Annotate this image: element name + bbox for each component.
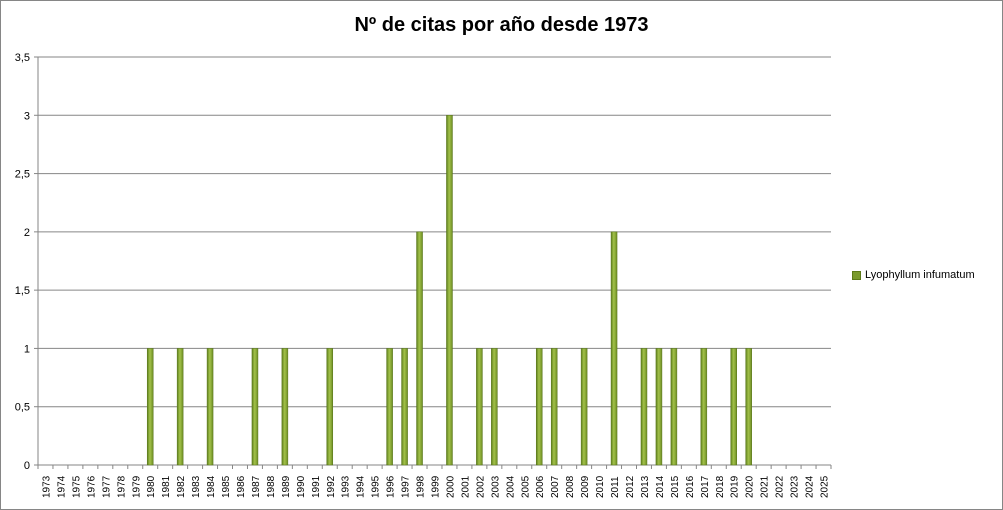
bar: [535, 348, 543, 466]
x-tick-label: 1986: [236, 475, 247, 498]
bar: [386, 348, 393, 466]
x-tick-label: 1981: [161, 475, 172, 498]
legend: Lyophyllum infumatum: [852, 269, 975, 281]
y-tick-label: 1,5: [15, 285, 30, 297]
bar: [610, 231, 618, 466]
x-tick-label: 2019: [730, 475, 741, 498]
x-tick-label: 2007: [550, 475, 561, 498]
x-tick-label: 1992: [326, 475, 337, 498]
x-tick-label: 1980: [146, 475, 157, 498]
x-tick-label: 1999: [431, 475, 442, 498]
bar: [491, 348, 498, 466]
x-tick-label: 2020: [745, 475, 756, 498]
y-tick-label: 3,5: [15, 52, 30, 64]
y-tick-label: 2,5: [15, 169, 30, 181]
x-tick-label: 2011: [610, 476, 621, 498]
x-tick-label: 2024: [805, 475, 816, 498]
bar: [176, 348, 184, 466]
legend-label: Lyophyllum infumatum: [865, 269, 975, 281]
bar: [401, 348, 408, 466]
y-tick-label: 2: [24, 227, 30, 239]
x-tick-label: 1973: [41, 475, 52, 498]
bar: [146, 348, 154, 466]
x-tick-label: 1989: [281, 475, 292, 498]
bar: [655, 348, 663, 466]
legend-swatch: [852, 270, 861, 280]
y-tick-label: 1: [24, 343, 30, 355]
x-tick-label: 1977: [101, 475, 112, 498]
x-tick-label: 1978: [116, 475, 127, 498]
x-tick-label: 1993: [341, 475, 352, 498]
x-tick-label: 1982: [176, 475, 187, 498]
bar: [640, 348, 648, 466]
x-tick-label: 2021: [760, 475, 771, 498]
x-tick-label: 1974: [56, 475, 67, 498]
bar: [670, 348, 678, 466]
x-tick-label: 1991: [311, 475, 322, 498]
x-tick-label: 1975: [71, 475, 82, 498]
x-tick-label: 2003: [490, 475, 501, 498]
x-tick-label: 1976: [86, 475, 97, 498]
bar: [550, 348, 558, 466]
bar: [281, 348, 289, 466]
x-tick-label: 1998: [416, 475, 427, 498]
x-tick-label: 1987: [251, 475, 262, 498]
bar: [446, 115, 453, 466]
x-tick-label: 2006: [535, 475, 546, 498]
x-tick-label: 2022: [775, 475, 786, 498]
y-tick-label: 0: [24, 460, 30, 472]
x-tick-label: 2009: [580, 475, 591, 498]
x-tick-label: 2000: [445, 475, 456, 498]
bar: [416, 231, 423, 466]
bar: [700, 348, 708, 466]
x-tick-label: 2013: [640, 475, 651, 498]
bar: [745, 348, 752, 466]
x-tick-label: 2002: [475, 475, 486, 498]
x-tick-label: 2025: [820, 475, 831, 498]
bar: [206, 348, 214, 466]
x-tick-label: 1984: [206, 475, 217, 498]
x-tick-label: 1990: [296, 475, 307, 498]
bar: [251, 348, 259, 466]
x-tick-label: 2005: [520, 475, 531, 498]
x-tick-label: 2023: [790, 475, 801, 498]
y-tick-label: 3: [24, 110, 30, 122]
bar: [476, 348, 483, 466]
x-tick-label: 1979: [131, 475, 142, 498]
x-tick-label: 2014: [655, 475, 666, 498]
x-tick-label: 2017: [700, 475, 711, 498]
x-tick-label: 1997: [401, 475, 412, 498]
y-tick-label: 0,5: [15, 402, 30, 414]
x-tick-label: 2001: [460, 475, 471, 498]
x-tick-label: 2004: [505, 475, 516, 498]
x-tick-label: 1983: [191, 475, 202, 498]
x-tick-label: 2018: [715, 475, 726, 498]
bar: [730, 348, 737, 466]
x-tick-label: 2012: [625, 475, 636, 498]
bar: [326, 348, 334, 466]
chart-title: Nº de citas por año desde 1973: [354, 14, 649, 36]
x-tick-label: 1995: [371, 475, 382, 498]
x-tick-label: 2008: [565, 475, 576, 498]
x-tick-label: 2016: [685, 475, 696, 498]
x-tick-label: 1996: [386, 475, 397, 498]
x-tick-label: 1994: [356, 475, 367, 498]
x-tick-label: 2015: [670, 475, 681, 498]
bar: [580, 348, 588, 466]
x-tick-label: 1988: [266, 475, 277, 498]
x-tick-label: 2010: [595, 475, 606, 498]
x-tick-label: 1985: [221, 475, 232, 498]
